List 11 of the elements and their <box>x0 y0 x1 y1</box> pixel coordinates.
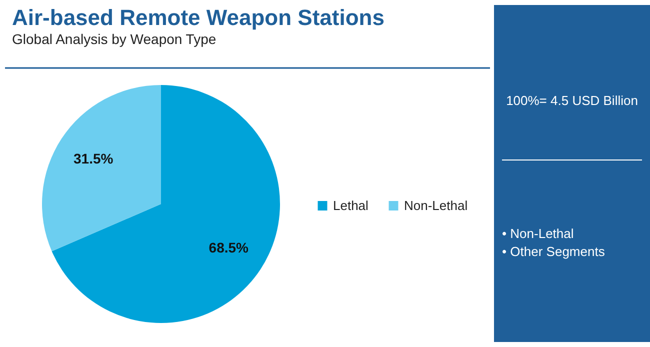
data-label: 31.5% <box>74 150 114 167</box>
chart-title: Air-based Remote Weapon Stations <box>12 5 384 30</box>
text: • Other Segments <box>502 244 606 259</box>
pie-slice <box>42 85 161 252</box>
pie-slice <box>52 85 280 323</box>
legend-label: Non-Lethal <box>404 198 468 213</box>
text: 100%= 4.5 USD Billion <box>506 93 638 108</box>
text: • Non-Lethal <box>502 226 574 241</box>
data-label: 68.5% <box>208 239 250 256</box>
chart-subtitle: Global Analysis by Weapon Type <box>12 31 216 47</box>
legend-label: Lethal <box>333 198 369 213</box>
